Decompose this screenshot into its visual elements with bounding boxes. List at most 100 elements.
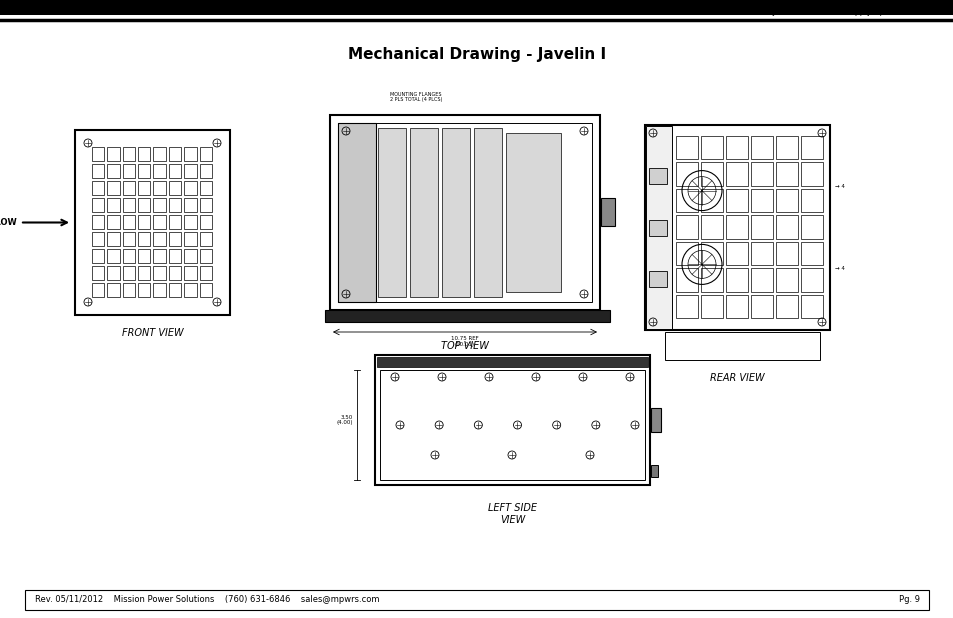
Bar: [441, 128, 470, 297]
Text: 10.75 REF
(10.01): 10.75 REF (10.01): [451, 336, 478, 347]
Bar: [169, 198, 181, 212]
Bar: [725, 136, 747, 159]
Bar: [138, 147, 151, 161]
Text: Pg. 9: Pg. 9: [898, 596, 919, 604]
Bar: [376, 357, 647, 367]
Text: Mechanical Drawing - Javelin I: Mechanical Drawing - Javelin I: [348, 48, 605, 62]
Bar: [199, 266, 212, 280]
Bar: [801, 295, 822, 318]
Bar: [91, 249, 104, 263]
Bar: [169, 181, 181, 195]
Bar: [169, 232, 181, 246]
Bar: [650, 408, 660, 432]
Bar: [184, 181, 196, 195]
Bar: [123, 181, 135, 195]
Bar: [600, 198, 615, 226]
Bar: [676, 136, 698, 159]
Bar: [91, 164, 104, 178]
Bar: [91, 198, 104, 212]
Bar: [153, 164, 166, 178]
Bar: [700, 215, 722, 239]
Bar: [648, 219, 666, 235]
Bar: [153, 215, 166, 229]
Bar: [123, 198, 135, 212]
Bar: [108, 198, 120, 212]
Bar: [184, 215, 196, 229]
Bar: [138, 164, 151, 178]
Bar: [169, 147, 181, 161]
Bar: [138, 283, 151, 297]
Bar: [108, 181, 120, 195]
Bar: [750, 189, 772, 213]
Bar: [700, 242, 722, 265]
Bar: [325, 310, 609, 322]
Bar: [91, 181, 104, 195]
Bar: [123, 266, 135, 280]
Bar: [410, 128, 437, 297]
Bar: [700, 163, 722, 186]
Bar: [184, 147, 196, 161]
Bar: [184, 266, 196, 280]
Bar: [505, 133, 560, 292]
Text: AIR FLOW: AIR FLOW: [0, 218, 17, 227]
Bar: [153, 198, 166, 212]
Bar: [750, 242, 772, 265]
Text: Javelin I & II Power Supply Operator's Manual: Javelin I & II Power Supply Operator's M…: [771, 7, 944, 17]
Bar: [700, 136, 722, 159]
Bar: [750, 295, 772, 318]
Text: Rev. 05/11/2012    Mission Power Solutions    (760) 631-6846    sales@mpwrs.com: Rev. 05/11/2012 Mission Power Solutions …: [35, 596, 379, 604]
Bar: [725, 295, 747, 318]
Bar: [108, 266, 120, 280]
Bar: [650, 465, 658, 477]
Bar: [801, 136, 822, 159]
Bar: [108, 215, 120, 229]
Bar: [138, 266, 151, 280]
Bar: [775, 242, 797, 265]
Bar: [25, 590, 928, 610]
Bar: [337, 123, 592, 302]
Bar: [801, 215, 822, 239]
Bar: [184, 249, 196, 263]
Bar: [138, 232, 151, 246]
Bar: [199, 198, 212, 212]
Bar: [775, 215, 797, 239]
Bar: [91, 215, 104, 229]
Bar: [801, 163, 822, 186]
Bar: [199, 147, 212, 161]
Text: FRONT VIEW: FRONT VIEW: [122, 328, 183, 338]
Text: LEFT SIDE
VIEW: LEFT SIDE VIEW: [488, 503, 537, 525]
Bar: [123, 164, 135, 178]
Text: → 4: → 4: [834, 266, 844, 271]
Bar: [91, 266, 104, 280]
Bar: [645, 126, 671, 329]
Bar: [169, 283, 181, 297]
Bar: [138, 198, 151, 212]
Bar: [725, 189, 747, 213]
Bar: [648, 271, 666, 287]
Bar: [108, 283, 120, 297]
Bar: [199, 181, 212, 195]
Bar: [199, 249, 212, 263]
Bar: [648, 168, 666, 184]
Bar: [184, 198, 196, 212]
Bar: [75, 130, 230, 315]
Bar: [676, 295, 698, 318]
Bar: [750, 268, 772, 292]
Bar: [153, 283, 166, 297]
Bar: [91, 232, 104, 246]
Bar: [750, 215, 772, 239]
Bar: [199, 215, 212, 229]
Bar: [108, 147, 120, 161]
Bar: [330, 115, 599, 310]
Bar: [123, 232, 135, 246]
Bar: [801, 242, 822, 265]
Bar: [676, 163, 698, 186]
Bar: [801, 189, 822, 213]
Bar: [169, 249, 181, 263]
Bar: [750, 163, 772, 186]
Bar: [169, 215, 181, 229]
Bar: [153, 232, 166, 246]
Bar: [169, 164, 181, 178]
Bar: [775, 295, 797, 318]
Bar: [775, 136, 797, 159]
